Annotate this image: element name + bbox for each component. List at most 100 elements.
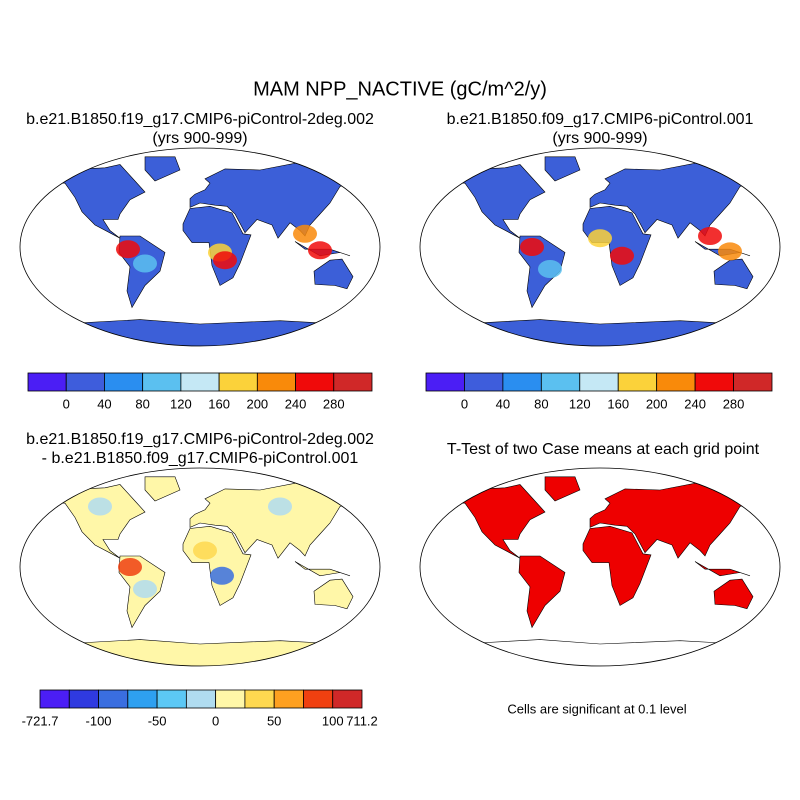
colorbar-label: 711.2 [346,713,378,728]
panel-title: T-Test of two Case means at each grid po… [447,441,760,458]
land [589,481,780,559]
colorbar-box [156,689,187,709]
colorbar-label: 160 [607,396,629,411]
colorbar-label: 160 [208,396,230,411]
colorbar-box [332,689,363,709]
colorbar-label: 200 [246,396,268,411]
land [34,484,146,559]
colorbar-label: -721.7 [22,713,59,728]
panel-note: Cells are significant at 0.1 level [507,701,686,716]
land [589,161,780,239]
land [34,164,146,239]
colorbar-box [502,372,542,392]
panel-title: (yrs 900-999) [552,130,647,147]
land [420,319,780,346]
colorbar-label: 200 [646,396,668,411]
colorbar-box [273,689,304,709]
field-patch [308,241,332,260]
colorbar-box [127,689,158,709]
land [313,578,354,610]
field-patch [213,251,237,270]
colorbar-box [104,372,144,392]
land [189,481,380,559]
field-patch [718,242,742,261]
colorbar-box [215,689,246,709]
colorbar-box [464,372,504,392]
land [713,258,754,290]
colorbar-box [27,372,67,392]
colorbar-box [295,372,335,392]
field-patch [193,541,217,560]
colorbar-box [303,689,334,709]
land [20,639,380,666]
colorbar-box [65,372,105,392]
land [582,525,652,606]
panel-title: b.e21.B1850.f09_g17.CMIP6-piControl.001 [447,111,754,128]
panel-title: (yrs 900-999) [152,130,247,147]
colorbar-label: 240 [684,396,706,411]
colorbar-box [540,372,581,392]
panel-title: b.e21.B1850.f19_g17.CMIP6-piControl-2deg… [26,111,374,128]
panel-title: b.e21.B1850.f19_g17.CMIP6-piControl-2deg… [26,431,374,448]
colorbar-box [425,372,465,392]
colorbar-label: 40 [496,396,510,411]
colorbar-label: -50 [148,713,167,728]
colorbar-label: 0 [212,713,219,728]
land [420,639,780,666]
colorbar-label: 0 [63,396,70,411]
colorbar-box [180,372,220,392]
land [144,476,181,502]
land [20,319,380,346]
field-patch [210,566,234,585]
main-title: MAM NPP_NACTIVE (gC/m^2/y) [253,78,547,100]
colorbar-box [656,372,696,392]
field-patch [133,254,157,273]
land [713,578,754,610]
colorbar-box [694,372,734,392]
colorbar-box [579,372,619,392]
land [189,161,380,239]
land [434,484,546,559]
land [544,476,581,502]
colorbar-label: 50 [267,713,281,728]
field-patch [88,497,112,516]
colorbar-label: 80 [534,396,548,411]
field-patch [118,558,142,576]
colorbar-box [256,372,296,392]
field-patch [133,580,157,598]
colorbar-box [733,372,773,392]
map-border [19,147,381,347]
colorbar-label: 120 [170,396,192,411]
field-patch [588,229,612,248]
colorbar-label: 100 [322,713,344,728]
field-patch [610,246,634,265]
colorbar-box [98,689,129,709]
field-patch [116,240,140,259]
colorbar-label: 80 [135,396,149,411]
land [434,164,546,239]
colorbar-label: 40 [97,396,111,411]
field-patch [293,224,317,243]
colorbar-label: 120 [569,396,591,411]
colorbar-box [39,689,70,709]
colorbar-box [68,689,99,709]
colorbar-box [244,689,275,709]
land [294,561,351,577]
colorbar-box [185,689,217,709]
land [313,258,354,290]
land [694,561,751,577]
colorbar-label: 280 [723,396,745,411]
field-patch [520,238,544,256]
field-patch [538,260,562,278]
colorbar-label: -100 [86,713,112,728]
colorbar-label: 0 [461,396,468,411]
colorbar-label: 240 [285,396,307,411]
field-patch [698,227,722,245]
colorbar-box [142,372,182,392]
map-border [419,147,781,347]
land [144,156,181,182]
colorbar-box [218,372,258,392]
land [544,156,581,182]
panel-title: - b.e21.B1850.f09_g17.CMIP6-piControl.00… [42,450,359,467]
